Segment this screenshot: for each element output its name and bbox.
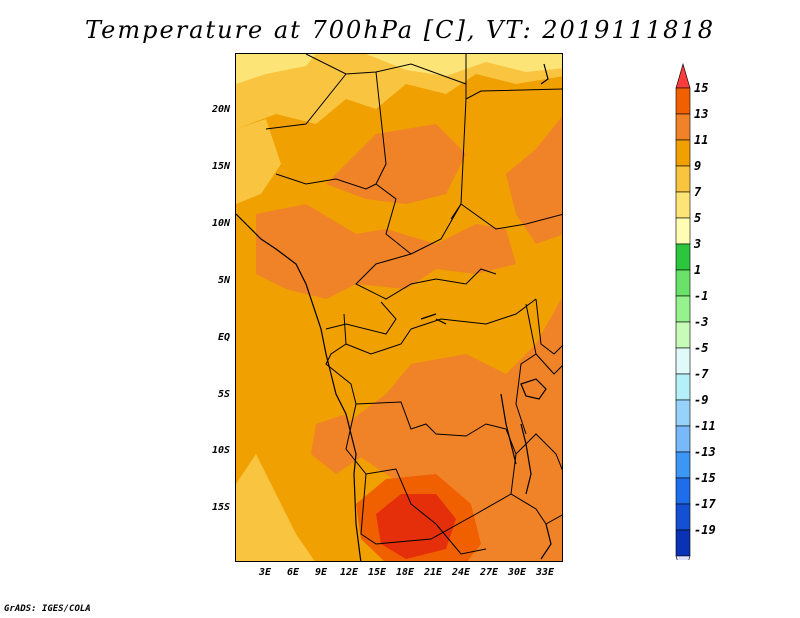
colorbar-label-m19: -19 [694, 523, 716, 537]
colorbar-label-5: 5 [694, 211, 702, 225]
colorbar-label-9: 9 [694, 159, 702, 173]
lon-label-3e: 3E [258, 567, 272, 578]
lat-label-10n: 10N [211, 218, 230, 229]
lon-label-9e: 9E [314, 567, 328, 578]
colorbar-label-m1: -1 [694, 289, 709, 303]
lat-label-15n: 15N [211, 161, 230, 172]
colorbar-swatch [675, 165, 691, 193]
lat-label-5s: 5S [217, 389, 230, 400]
lon-label-18e: 18E [395, 567, 415, 578]
colorbar-swatch [675, 373, 691, 401]
lat-label-5n: 5N [217, 275, 230, 286]
colorbar-label-m5: -5 [694, 341, 709, 355]
lon-label-24e: 24E [451, 567, 471, 578]
colorbar-swatch [675, 451, 691, 479]
lon-label-6e: 6E [286, 567, 300, 578]
temperature-field-5-7 [366, 54, 562, 76]
colorbar-label-m3: -3 [694, 315, 709, 329]
colorbar-label-m9: -9 [694, 393, 709, 407]
colorbar-swatch [675, 87, 691, 115]
colorbar-label-m7: -7 [694, 367, 709, 381]
colorbar-label-15: 15 [694, 81, 709, 95]
colorbar-swatch [675, 269, 691, 297]
colorbar-label-m13: -13 [694, 445, 716, 459]
colorbar-swatch [675, 139, 691, 167]
colorbar-swatch [675, 477, 691, 505]
colorbar-swatch [675, 347, 691, 375]
colorbar-swatch [675, 295, 691, 323]
colorbar-label-m15: -15 [694, 471, 716, 485]
colorbar-swatch [675, 191, 691, 219]
lon-label-27e: 27E [479, 567, 499, 578]
lat-label-eq: EQ [217, 332, 230, 343]
colorbar-swatch [675, 503, 691, 531]
coastline [236, 63, 552, 561]
colorbar-swatch [675, 399, 691, 427]
colorbar-arrow-top [675, 62, 691, 89]
colorbar-swatch [675, 243, 691, 271]
lon-label-12e: 12E [339, 567, 359, 578]
lon-label-21e: 21E [423, 567, 443, 578]
lat-label-20n: 20N [211, 104, 230, 115]
colorbar-swatch [675, 113, 691, 141]
colorbar [675, 62, 691, 560]
temperature-field-11-13 [326, 124, 466, 204]
temperature-map [235, 53, 563, 562]
lat-label-10s: 10S [211, 445, 230, 456]
colorbar-label-m17: -17 [694, 497, 716, 511]
grads-credit: GrADS: IGES/COLA [4, 604, 91, 614]
country-borders [265, 54, 562, 555]
lon-label-15e: 15E [367, 567, 387, 578]
colorbar-swatch [675, 321, 691, 349]
colorbar-swatch [675, 425, 691, 453]
colorbar-label-1: 1 [694, 263, 702, 277]
map-title: Temperature at 700hPa [C], VT: 201911181… [85, 16, 715, 44]
colorbar-label-11: 11 [694, 133, 709, 147]
colorbar-label-3: 3 [694, 237, 702, 251]
colorbar-swatch [675, 529, 691, 557]
colorbar-label-13: 13 [694, 107, 709, 121]
colorbar-label-7: 7 [694, 185, 702, 199]
lon-label-30e: 30E [507, 567, 527, 578]
lon-label-33e: 33E [535, 567, 555, 578]
colorbar-swatch [675, 217, 691, 245]
lat-label-15s: 15S [211, 502, 230, 513]
colorbar-arrow-bottom [675, 555, 691, 560]
colorbar-label-m11: -11 [694, 419, 716, 433]
